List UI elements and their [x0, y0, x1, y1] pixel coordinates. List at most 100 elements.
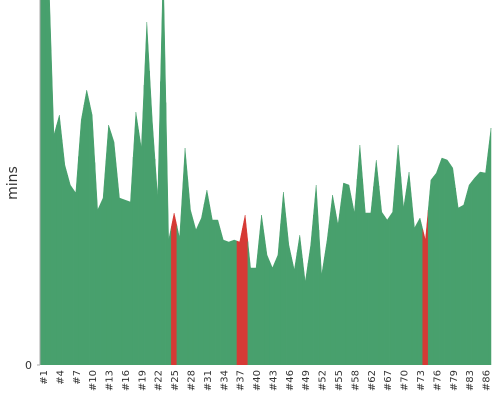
- x-tick-label: #16: [121, 370, 132, 391]
- area-segment: [160, 0, 167, 365]
- area-segment: [253, 241, 260, 365]
- area-segment: [127, 156, 134, 365]
- x-tick-label: #10: [88, 370, 99, 391]
- area-segment: [406, 171, 413, 365]
- area-segment: [466, 180, 473, 365]
- area-segment: [307, 214, 314, 365]
- area-segment: [477, 171, 484, 365]
- area-segment: [67, 174, 74, 365]
- y-axis-label: mins: [5, 166, 21, 200]
- area-segment: [78, 104, 85, 365]
- area-segment: [335, 203, 342, 365]
- area-segment: [105, 124, 112, 365]
- area-segment: [203, 189, 210, 365]
- area-segment: [116, 169, 123, 365]
- area-segment: [258, 214, 265, 365]
- area-segment: [40, 0, 46, 365]
- area-segment: [176, 192, 183, 365]
- area-segment: [324, 217, 331, 365]
- area-segment: [269, 261, 276, 365]
- x-tick-label: #22: [154, 370, 165, 391]
- area-segment: [214, 219, 221, 365]
- area-segment: [302, 258, 309, 365]
- y-tick-label: 0: [25, 359, 32, 372]
- x-tick-label: #58: [350, 370, 361, 391]
- area-segment: [400, 176, 407, 365]
- area-segment: [187, 178, 194, 365]
- area-segment: [422, 209, 429, 365]
- area-segment: [389, 178, 396, 365]
- area-segment: [154, 81, 161, 365]
- x-tick-label: #4: [55, 370, 66, 385]
- area-segment: [94, 162, 101, 365]
- x-tick-label: #31: [203, 370, 214, 391]
- area-segment: [444, 158, 451, 365]
- area-segment: [56, 114, 63, 365]
- area-segment: [329, 194, 336, 365]
- area-segment: [231, 239, 238, 365]
- x-tick-label: #19: [137, 370, 148, 391]
- area-segment: [378, 185, 385, 365]
- area-segment: [438, 157, 445, 365]
- area-segment: [149, 70, 156, 365]
- x-tick-label: #43: [268, 370, 279, 391]
- area-segment: [373, 159, 380, 365]
- area-segment: [460, 194, 467, 365]
- x-tick-label: #55: [334, 370, 345, 391]
- area-segment: [449, 163, 456, 365]
- x-tick-label: #70: [400, 370, 411, 391]
- area-segment: [274, 223, 281, 365]
- x-tick-label: #13: [105, 370, 116, 391]
- x-tick-label: #1: [39, 370, 50, 385]
- area-segment: [280, 191, 287, 365]
- area-segment: [318, 229, 325, 365]
- area-segment: [143, 21, 150, 365]
- area-segment: [345, 183, 352, 365]
- area-segment: [45, 0, 52, 365]
- area-segment: [285, 218, 292, 365]
- x-tick-label: #52: [318, 370, 329, 391]
- area-segment: [411, 199, 418, 365]
- area-segment: [340, 182, 347, 365]
- area-segment: [313, 184, 320, 365]
- area-segment: [72, 156, 79, 365]
- area-segment: [236, 228, 243, 365]
- area-segment: [482, 150, 489, 365]
- x-tick-label: #40: [252, 370, 263, 391]
- area-segment: [132, 111, 139, 365]
- x-tick-label: #7: [72, 370, 83, 385]
- area-segment: [471, 174, 478, 365]
- area-segment: [356, 144, 363, 365]
- area-segment: [138, 84, 145, 365]
- area-segment: [384, 215, 391, 365]
- x-tick-label: #46: [285, 370, 296, 391]
- x-tick-label: #25: [170, 370, 181, 391]
- area-segment: [121, 198, 128, 365]
- area-segment: [89, 102, 96, 365]
- x-tick-label: #73: [416, 370, 427, 391]
- x-tick-label: #62: [367, 370, 378, 391]
- area-segment: [100, 161, 107, 365]
- x-tick-label: #67: [383, 370, 394, 391]
- area-segment: [395, 144, 402, 365]
- area-segment: [247, 241, 254, 365]
- area-segment: [111, 133, 118, 365]
- area-segment: [416, 217, 423, 365]
- area-segment: [209, 204, 216, 365]
- area-segment: [427, 175, 434, 365]
- area-segment: [433, 165, 440, 365]
- area-segment: [171, 212, 178, 365]
- area-segment: [50, 49, 57, 365]
- area-segment: [220, 229, 227, 365]
- area-segment: [192, 219, 199, 365]
- area-segment: [367, 186, 374, 365]
- x-tick-label: #79: [449, 370, 460, 391]
- x-tick-label: #28: [187, 370, 198, 391]
- x-tick-label: #49: [301, 370, 312, 391]
- area-segment: [351, 178, 358, 365]
- area-segment: [61, 139, 68, 365]
- area-segment: [83, 89, 90, 365]
- area-segment: [362, 178, 369, 365]
- area-segment: [455, 187, 462, 365]
